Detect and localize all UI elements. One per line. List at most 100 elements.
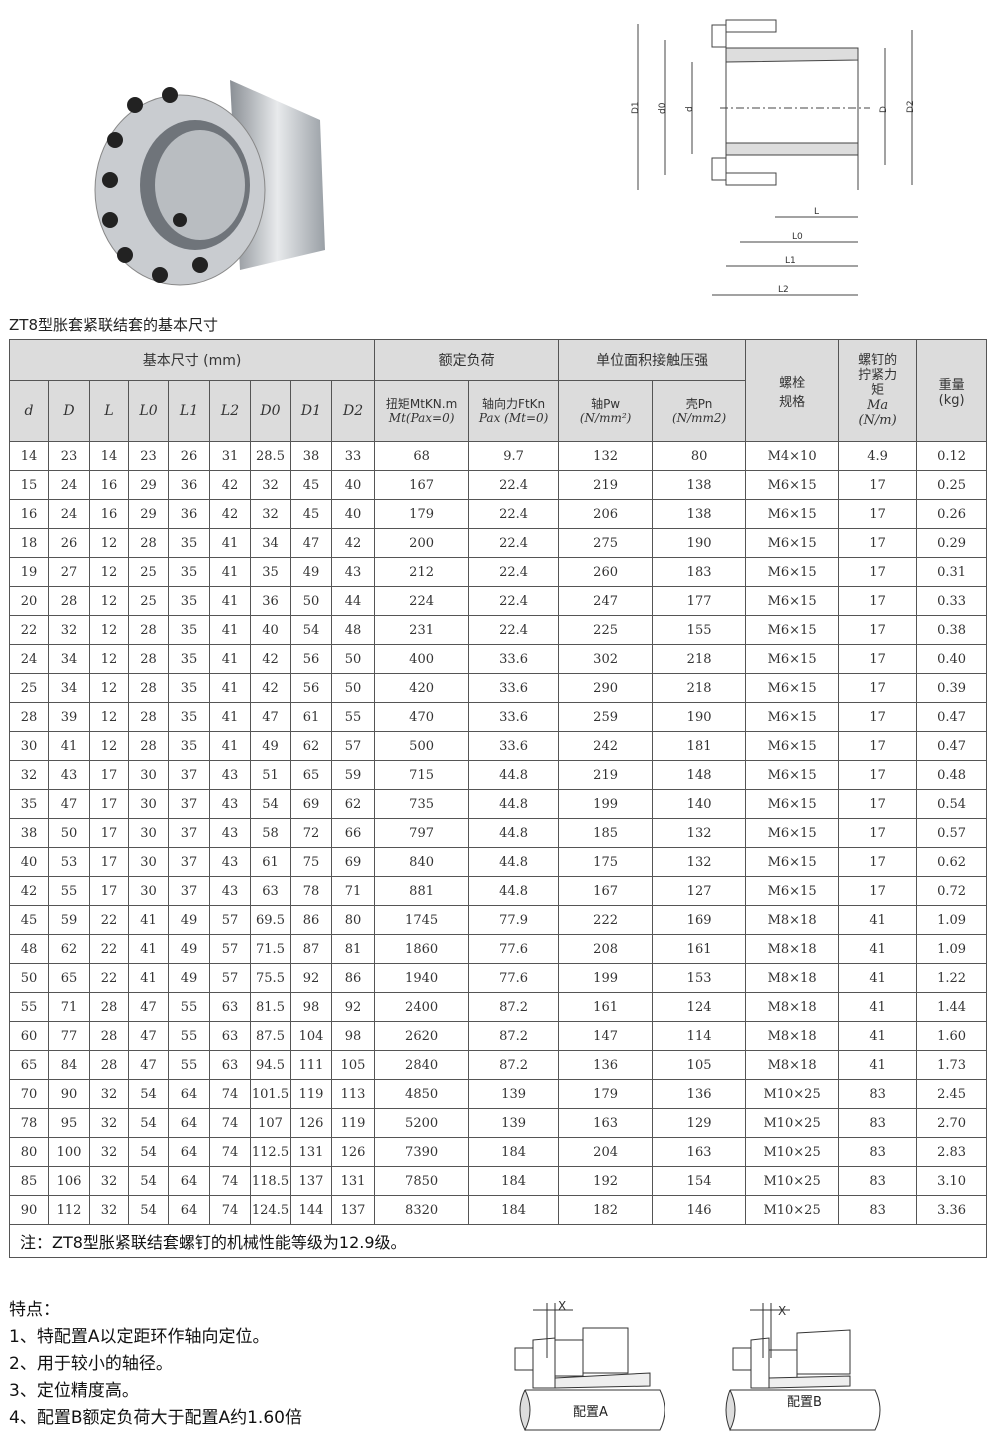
header-d: d (9, 380, 49, 442)
table-cell: 12 (89, 586, 129, 616)
table-cell: 77 (48, 1021, 90, 1051)
table-cell: 840 (374, 847, 470, 877)
table-cell: 42 (209, 470, 251, 500)
table-cell: 22 (89, 934, 129, 964)
table-cell: 49 (250, 731, 291, 761)
table-cell: M6×15 (745, 586, 840, 616)
table-cell: 41 (838, 934, 918, 964)
table-cell: M6×15 (745, 499, 840, 529)
table-cell: 139 (468, 1079, 560, 1109)
table-cell: 54 (128, 1108, 169, 1138)
config-b-diagram: X 配置B (725, 1303, 881, 1432)
header-d1: D1 (290, 380, 332, 442)
table-row: 19 27 12 25 35 41 35 49 43 212 22.4 260 183 M6×15 17 0.… (9, 557, 988, 587)
table-cell: 43 (330, 557, 376, 587)
table-cell: 28 (128, 731, 169, 761)
x-label-a: X (558, 1299, 566, 1313)
table-row: 24 34 12 28 35 41 42 56 50 400 33.6 302 218 M6×15 17 0.… (9, 644, 988, 674)
table-cell: 57 (209, 905, 251, 935)
header-pw: 轴Pw (591, 397, 621, 411)
table-cell: 43 (209, 789, 251, 819)
table-cell: 34 (48, 644, 90, 674)
table-cell: 212 (374, 557, 470, 587)
table-cell: 192 (558, 1166, 654, 1196)
spec-table: 基本尺寸 (mm) 额定负荷 单位面积接触压强 螺栓规格 螺钉的拧紧力矩 Ma (N… (8, 339, 988, 1258)
table-cell: 24 (48, 470, 90, 500)
table-cell: 17 (89, 876, 129, 906)
label-d: d (685, 106, 695, 112)
table-cell: 54 (290, 615, 332, 645)
table-cell: 92 (290, 963, 332, 993)
table-cell: M8×18 (745, 963, 840, 993)
table-cell: 470 (374, 702, 470, 732)
header-col-label: D0 (260, 403, 281, 419)
table-cell: 112 (48, 1195, 90, 1225)
table-cell: 54 (250, 789, 291, 819)
table-row: 20 28 12 25 35 41 36 50 44 224 22.4 247 177 M6×15 17 0.… (9, 586, 988, 616)
table-cell: 22.4 (468, 499, 560, 529)
table-cell: 0.38 (916, 615, 988, 645)
table-cell: 34 (48, 673, 90, 703)
table-cell: 49 (168, 934, 210, 964)
table-cell: 77.6 (468, 963, 560, 993)
table-cell: 19 (9, 557, 49, 587)
table-cell: 68 (374, 441, 470, 471)
table-cell: 22.4 (468, 586, 560, 616)
table-cell: 35 (168, 673, 210, 703)
table-row: 14 23 14 23 26 31 28.5 38 33 68 9.7 132 80 M4×10 4.9 0.… (9, 441, 988, 471)
table-cell: 35 (168, 586, 210, 616)
table-cell: 4850 (374, 1079, 470, 1109)
table-cell: 43 (48, 760, 90, 790)
table-cell: 106 (48, 1166, 90, 1196)
table-cell: 34 (250, 528, 291, 558)
table-cell: 44.8 (468, 876, 560, 906)
table-cell: 219 (558, 470, 654, 500)
table-cell: 35 (168, 702, 210, 732)
table-cell: 28 (89, 1050, 129, 1080)
table-cell: 140 (652, 789, 747, 819)
table-cell: 32 (48, 615, 90, 645)
table-cell: 41 (209, 615, 251, 645)
product-photo (94, 80, 325, 286)
header-ma: Ma (867, 398, 889, 413)
table-cell: 17 (89, 760, 129, 790)
page-title: ZT8型胀套紧联结套的基本尺寸 (9, 316, 218, 334)
table-row: 25 34 12 28 35 41 42 56 50 420 33.6 290 218 M6×15 17 0.… (9, 673, 988, 703)
table-cell: 86 (290, 905, 332, 935)
table-cell: 22 (89, 963, 129, 993)
table-cell: 41 (209, 702, 251, 732)
table-cell: M10×25 (745, 1166, 840, 1196)
table-cell: 90 (9, 1195, 49, 1225)
table-cell: M8×18 (745, 934, 840, 964)
table-cell: 132 (558, 441, 654, 471)
table-cell: 42 (9, 876, 49, 906)
table-cell: 47 (128, 1050, 169, 1080)
table-cell: 87 (290, 934, 332, 964)
table-cell: 37 (168, 818, 210, 848)
table-cell: 17 (89, 818, 129, 848)
table-cell: 29 (128, 499, 169, 529)
table-cell: 28 (128, 673, 169, 703)
table-cell: 38 (9, 818, 49, 848)
label-D1: D1 (631, 101, 641, 114)
table-cell: 12 (89, 731, 129, 761)
table-cell: 54 (128, 1195, 169, 1225)
table-cell: 127 (652, 876, 747, 906)
table-cell: 218 (652, 673, 747, 703)
table-cell: 87.2 (468, 1050, 560, 1080)
table-cell: 86 (330, 963, 376, 993)
table-cell: 71 (330, 876, 376, 906)
table-cell: 231 (374, 615, 470, 645)
header-weight-unit: (kg) (938, 392, 965, 408)
table-cell: 113 (330, 1079, 376, 1109)
table-cell: 32 (250, 470, 291, 500)
table-cell: 30 (9, 731, 49, 761)
table-cell: 18 (9, 528, 49, 558)
table-cell: 42 (250, 673, 291, 703)
table-cell: 72 (290, 818, 332, 848)
table-cell: 32 (250, 499, 291, 529)
table-cell: 224 (374, 586, 470, 616)
table-cell: 78 (290, 876, 332, 906)
table-row: 40 53 17 30 37 43 61 75 69 840 44.8 175 132 M6×15 17 0.… (9, 847, 988, 877)
header-col-label: D (63, 403, 75, 419)
